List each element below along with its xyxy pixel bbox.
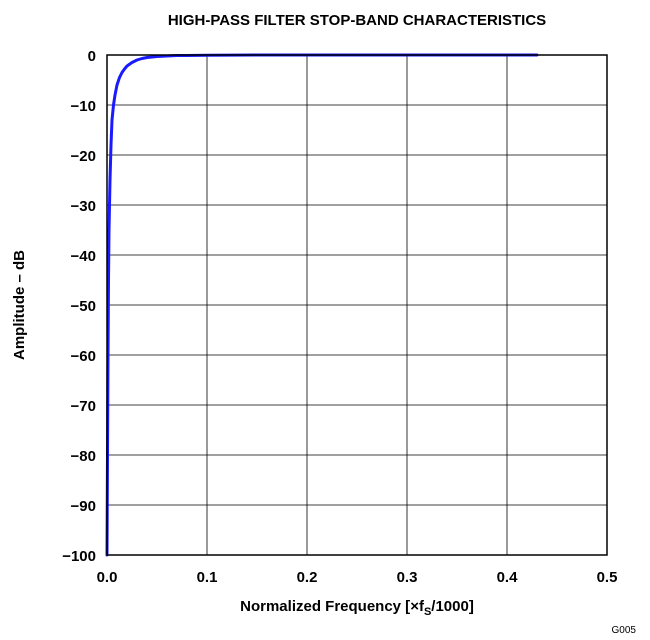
plot-frame [106, 54, 608, 556]
y-tick-label: −20 [71, 148, 96, 165]
y-tick-label: −40 [71, 248, 96, 265]
x-axis-label-suffix: /1000] [431, 598, 474, 615]
x-axis-label-prefix: Normalized Frequency [ [240, 598, 410, 615]
y-tick-label: −100 [62, 548, 96, 565]
x-tick-label: 0.1 [197, 569, 218, 586]
y-tick-label: 0 [88, 48, 96, 65]
y-tick-labels: 0 −10 −20 −30 −40 −50 −60 −70 −80 −90 −100 [62, 48, 96, 565]
chart-title: HIGH-PASS FILTER STOP-BAND CHARACTERISTI… [168, 12, 546, 29]
x-axis-label: Normalized Frequency [×fS/1000] [240, 598, 474, 618]
y-tick-label: −90 [71, 498, 96, 515]
y-tick-label: −60 [71, 348, 96, 365]
x-tick-label: 0.4 [497, 569, 519, 586]
y-tick-label: −30 [71, 198, 96, 215]
y-tick-label: −10 [71, 98, 96, 115]
y-tick-label: −80 [71, 448, 96, 465]
x-tick-label: 0.5 [597, 569, 618, 586]
x-tick-label: 0.2 [297, 569, 318, 586]
grid [106, 54, 608, 556]
x-axis-label-subscript: S [424, 606, 431, 618]
x-tick-label: 0.0 [97, 569, 118, 586]
x-axis-label-symbol: ×f [410, 598, 425, 615]
figure-code: G005 [612, 625, 637, 636]
x-tick-label: 0.3 [397, 569, 418, 586]
y-tick-label: −70 [71, 398, 96, 415]
y-axis-label: Amplitude – dB [11, 250, 28, 360]
x-tick-labels: 0.0 0.1 0.2 0.3 0.4 0.5 [97, 569, 618, 586]
y-tick-label: −50 [71, 298, 96, 315]
